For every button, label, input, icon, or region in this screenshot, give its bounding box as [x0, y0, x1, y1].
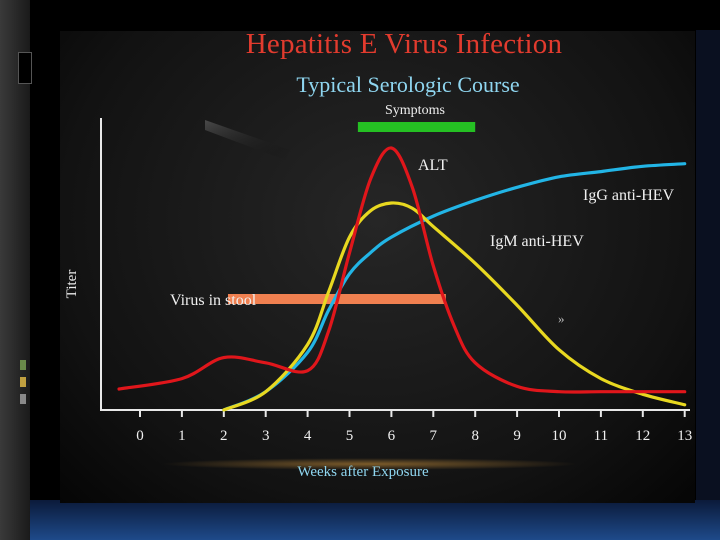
label-alt: ALT — [418, 157, 448, 174]
slide-panel — [60, 31, 695, 503]
chart-title: Hepatitis E Virus Infection — [245, 28, 563, 60]
series-line-igm-anti-hev — [222, 201, 687, 412]
chart-subtitle: Typical Serologic Course — [296, 72, 520, 97]
series-line-igg-anti-hev — [222, 162, 687, 412]
rail-marker-gray — [20, 394, 26, 404]
label-igg: IgG anti-HEV — [583, 187, 675, 204]
x-tick-label: 12 — [635, 428, 650, 444]
left-rail — [0, 0, 32, 540]
x-axis-label: Weeks after Exposure — [297, 464, 429, 480]
label-igm: IgM anti-HEV — [490, 233, 584, 250]
x-tick-label: 11 — [594, 428, 608, 444]
x-tick-label: 13 — [677, 428, 692, 444]
right-strip — [696, 30, 720, 500]
x-tick-label: 10 — [552, 428, 567, 444]
x-tick-label: 1 — [178, 428, 186, 444]
bar-symptoms — [357, 122, 476, 132]
x-tick-label: 8 — [471, 428, 479, 444]
axis-glow — [160, 458, 580, 470]
decorative-streak — [205, 120, 290, 160]
footer-band — [30, 500, 720, 540]
x-tick-label: 6 — [388, 428, 396, 444]
series-line-alt — [117, 146, 687, 394]
label-symptoms: Symptoms — [385, 103, 445, 118]
x-tick-label: 4 — [304, 428, 312, 444]
x-tick-label: 5 — [346, 428, 354, 444]
x-tick-label: 9 — [513, 428, 521, 444]
x-tick-label: 0 — [136, 428, 144, 444]
rail-marker-yellow — [20, 377, 26, 387]
annotation-mark: » — [558, 311, 565, 326]
rail-notch — [18, 52, 32, 84]
x-tick-label: 2 — [220, 428, 228, 444]
label-virus-in-stool: Virus in stool — [170, 292, 257, 309]
y-axis-label: Titer — [64, 270, 80, 299]
x-tick-label: 7 — [430, 428, 438, 444]
x-tick-label: 3 — [262, 428, 270, 444]
rail-marker-green — [20, 360, 26, 370]
